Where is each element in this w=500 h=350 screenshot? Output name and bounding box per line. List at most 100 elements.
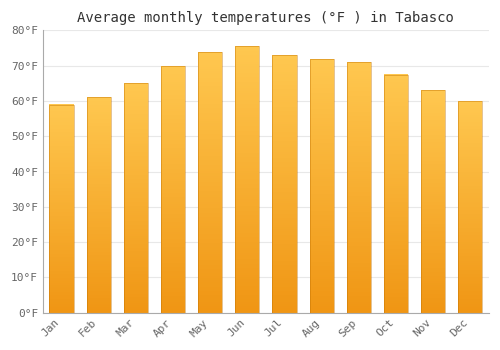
Bar bbox=[236, 206, 260, 208]
Bar bbox=[161, 101, 185, 103]
Bar bbox=[310, 128, 334, 131]
Bar bbox=[272, 280, 296, 282]
Bar bbox=[236, 184, 260, 186]
Bar bbox=[236, 144, 260, 146]
Bar bbox=[310, 186, 334, 188]
Bar bbox=[384, 196, 408, 197]
Bar bbox=[50, 248, 74, 250]
Bar bbox=[86, 164, 111, 166]
Bar bbox=[384, 160, 408, 162]
Bar bbox=[124, 129, 148, 131]
Bar bbox=[310, 302, 334, 304]
Bar bbox=[272, 291, 296, 293]
Bar bbox=[161, 306, 185, 308]
Bar bbox=[124, 247, 148, 250]
Bar bbox=[272, 306, 296, 308]
Bar bbox=[198, 293, 222, 295]
Bar bbox=[347, 235, 371, 238]
Bar bbox=[347, 169, 371, 171]
Bar bbox=[86, 124, 111, 126]
Bar bbox=[86, 149, 111, 151]
Bar bbox=[421, 133, 445, 135]
Bar bbox=[421, 225, 445, 228]
Bar bbox=[124, 255, 148, 257]
Bar bbox=[421, 228, 445, 229]
Bar bbox=[310, 234, 334, 237]
Bar bbox=[458, 244, 482, 246]
Bar bbox=[198, 191, 222, 193]
Bar bbox=[384, 309, 408, 311]
Bar bbox=[236, 48, 260, 51]
Bar bbox=[161, 286, 185, 288]
Bar bbox=[458, 306, 482, 307]
Bar bbox=[272, 237, 296, 240]
Bar bbox=[384, 184, 408, 186]
Bar bbox=[458, 217, 482, 219]
Bar bbox=[421, 244, 445, 246]
Bar bbox=[458, 101, 482, 103]
Bar bbox=[347, 277, 371, 279]
Bar bbox=[272, 68, 296, 70]
Bar bbox=[50, 162, 74, 163]
Bar bbox=[86, 237, 111, 239]
Bar bbox=[458, 168, 482, 170]
Bar bbox=[272, 300, 296, 302]
Bar bbox=[458, 191, 482, 193]
Bar bbox=[272, 259, 296, 261]
Bar bbox=[272, 308, 296, 310]
Bar bbox=[50, 281, 74, 283]
Bar bbox=[458, 216, 482, 217]
Bar bbox=[161, 78, 185, 80]
Bar bbox=[86, 306, 111, 307]
Bar bbox=[236, 122, 260, 124]
Bar bbox=[421, 203, 445, 205]
Bar bbox=[124, 205, 148, 208]
Bar bbox=[161, 121, 185, 123]
Bar bbox=[384, 231, 408, 233]
Bar bbox=[86, 160, 111, 162]
Bar bbox=[161, 160, 185, 162]
Bar bbox=[198, 169, 222, 171]
Bar bbox=[50, 131, 74, 132]
Bar bbox=[458, 173, 482, 175]
Bar bbox=[124, 108, 148, 110]
Bar bbox=[421, 303, 445, 305]
Bar bbox=[86, 262, 111, 264]
Bar bbox=[347, 87, 371, 89]
Bar bbox=[124, 223, 148, 225]
Bar bbox=[236, 131, 260, 133]
Bar bbox=[124, 238, 148, 240]
Bar bbox=[310, 276, 334, 279]
Bar bbox=[198, 82, 222, 84]
Bar bbox=[161, 263, 185, 265]
Bar bbox=[86, 196, 111, 198]
Bar bbox=[458, 178, 482, 180]
Bar bbox=[310, 207, 334, 209]
Bar bbox=[236, 279, 260, 281]
Bar bbox=[458, 145, 482, 147]
Bar bbox=[272, 141, 296, 143]
Bar bbox=[161, 220, 185, 222]
Bar bbox=[198, 310, 222, 313]
Bar bbox=[310, 120, 334, 122]
Bar bbox=[384, 237, 408, 239]
Bar bbox=[421, 261, 445, 262]
Bar bbox=[236, 288, 260, 290]
Bar bbox=[86, 210, 111, 212]
Bar bbox=[86, 171, 111, 173]
Bar bbox=[384, 304, 408, 307]
Bar bbox=[86, 193, 111, 194]
Bar bbox=[198, 250, 222, 252]
Bar bbox=[124, 263, 148, 265]
Bar bbox=[198, 197, 222, 199]
Bar bbox=[198, 95, 222, 97]
Bar bbox=[421, 113, 445, 114]
Bar bbox=[458, 272, 482, 274]
Bar bbox=[458, 295, 482, 297]
Bar bbox=[310, 101, 334, 103]
Bar bbox=[198, 58, 222, 60]
Bar bbox=[458, 231, 482, 233]
Bar bbox=[236, 241, 260, 244]
Bar bbox=[236, 51, 260, 53]
Bar bbox=[347, 258, 371, 260]
